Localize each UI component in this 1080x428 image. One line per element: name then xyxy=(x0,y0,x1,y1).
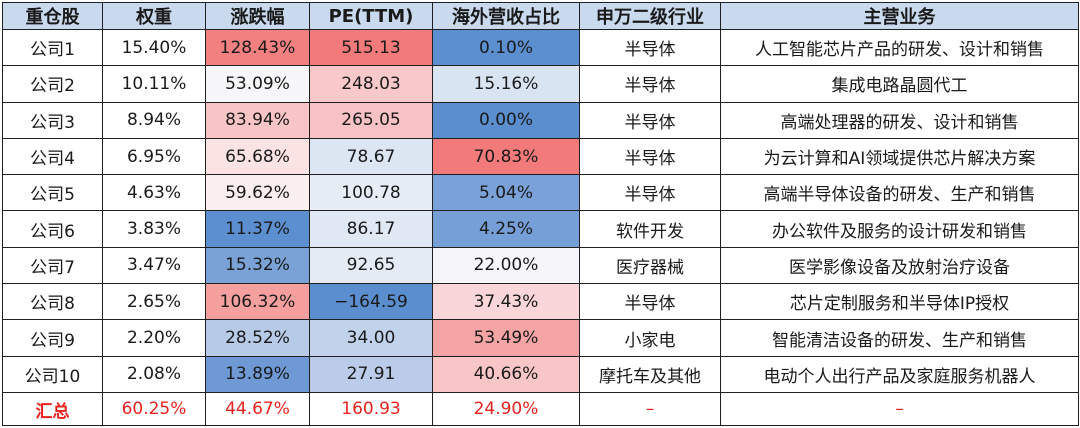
cell-name: 公司1 xyxy=(2,28,103,67)
cell-weight: 3.83% xyxy=(102,210,206,248)
cell-weight: 4.63% xyxy=(102,174,206,212)
cell-business: 高端处理器的研发、设计和销售 xyxy=(720,101,1079,139)
cell-change: 83.94% xyxy=(205,101,310,139)
cell-name: 公司9 xyxy=(2,319,103,357)
cell-industry: 半导体 xyxy=(579,101,721,139)
table-row: 公司6 3.83% 11.37% 86.17 4.25% 软件开发 办公软件及服务的设计研发… xyxy=(2,210,1079,248)
cell-pe: 265.05 xyxy=(309,101,433,139)
cell-business: 医学影像设备及放射治疗设备 xyxy=(720,246,1079,285)
cell-pe: 34.00 xyxy=(309,319,433,357)
cell-overseas: 4.25% xyxy=(432,210,580,248)
table-row: 公司3 8.94% 83.94% 265.05 0.00% 半导体 高端处理器的研发、设计和… xyxy=(2,101,1079,139)
cell-weight: 3.47% xyxy=(102,246,206,285)
cell-industry: 软件开发 xyxy=(579,210,721,248)
cell-weight: 8.94% xyxy=(102,101,206,139)
cell-weight: 2.65% xyxy=(102,283,206,321)
cell-pe: −164.59 xyxy=(309,283,433,321)
header-business: 主营业务 xyxy=(720,2,1079,30)
table-row: 公司5 4.63% 59.62% 100.78 5.04% 半导体 高端半导体设备的研发、生… xyxy=(2,174,1079,212)
header-stock: 重仓股 xyxy=(2,2,103,30)
cell-weight: 6.95% xyxy=(102,137,206,176)
table-row: 公司7 3.47% 15.32% 92.65 22.00% 医疗器械 医学影像设备及放射治疗… xyxy=(2,246,1079,285)
cell-industry: 摩托车及其他 xyxy=(579,355,721,394)
cell-pe: 248.03 xyxy=(309,65,433,103)
cell-overseas: 15.16% xyxy=(432,65,580,103)
table-row: 公司8 2.65% 106.32% −164.59 37.43% 半导体 芯片定制服务和半导… xyxy=(2,283,1079,321)
cell-overseas: 37.43% xyxy=(432,283,580,321)
cell-change: 28.52% xyxy=(205,319,310,357)
cell-pe: 100.78 xyxy=(309,174,433,212)
total-label: 汇总 xyxy=(2,392,103,426)
cell-business: 办公软件及服务的设计研发和销售 xyxy=(720,210,1079,248)
total-row: 汇总 60.25% 44.67% 160.93 24.90% – – xyxy=(2,392,1079,426)
cell-change: 128.43% xyxy=(205,28,310,67)
header-pe: PE(TTM) xyxy=(309,2,433,30)
cell-overseas: 40.66% xyxy=(432,355,580,394)
cell-weight: 10.11% xyxy=(102,65,206,103)
cell-industry: 小家电 xyxy=(579,319,721,357)
cell-change: 65.68% xyxy=(205,137,310,176)
cell-pe: 92.65 xyxy=(309,246,433,285)
cell-business: 高端半导体设备的研发、生产和销售 xyxy=(720,174,1079,212)
total-industry: – xyxy=(579,392,721,426)
header-weight: 权重 xyxy=(102,2,206,30)
total-weight: 60.25% xyxy=(102,392,206,426)
cell-business: 芯片定制服务和半导体IP授权 xyxy=(720,283,1079,321)
total-overseas: 24.90% xyxy=(432,392,580,426)
cell-industry: 半导体 xyxy=(579,283,721,321)
cell-industry: 半导体 xyxy=(579,65,721,103)
table-row: 公司1 15.40% 128.43% 515.13 0.10% 半导体 人工智能芯片产品的研… xyxy=(2,28,1079,67)
cell-overseas: 0.00% xyxy=(432,101,580,139)
cell-overseas: 5.04% xyxy=(432,174,580,212)
table-row: 公司4 6.95% 65.68% 78.67 70.83% 半导体 为云计算和AI领域提供芯… xyxy=(2,137,1079,176)
cell-business: 智能清洁设备的研发、生产和销售 xyxy=(720,319,1079,357)
cell-name: 公司2 xyxy=(2,65,103,103)
cell-name: 公司10 xyxy=(2,355,103,394)
cell-pe: 86.17 xyxy=(309,210,433,248)
header-industry: 申万二级行业 xyxy=(579,2,721,30)
header-overseas: 海外营收占比 xyxy=(432,2,580,30)
table-row: 公司2 10.11% 53.09% 248.03 15.16% 半导体 集成电路晶圆代工 xyxy=(2,65,1079,103)
cell-weight: 15.40% xyxy=(102,28,206,67)
cell-change: 11.37% xyxy=(205,210,310,248)
total-business: – xyxy=(720,392,1079,426)
cell-weight: 2.20% xyxy=(102,319,206,357)
cell-change: 15.32% xyxy=(205,246,310,285)
cell-change: 53.09% xyxy=(205,65,310,103)
cell-business: 为云计算和AI领域提供芯片解决方案 xyxy=(720,137,1079,176)
cell-change: 13.89% xyxy=(205,355,310,394)
cell-industry: 医疗器械 xyxy=(579,246,721,285)
cell-business: 集成电路晶圆代工 xyxy=(720,65,1079,103)
cell-overseas: 70.83% xyxy=(432,137,580,176)
header-change: 涨跌幅 xyxy=(205,2,310,30)
cell-pe: 515.13 xyxy=(309,28,433,67)
cell-business: 电动个人出行产品及家庭服务机器人 xyxy=(720,355,1079,394)
cell-overseas: 53.49% xyxy=(432,319,580,357)
total-pe: 160.93 xyxy=(309,392,433,426)
cell-name: 公司6 xyxy=(2,210,103,248)
cell-business: 人工智能芯片产品的研发、设计和销售 xyxy=(720,28,1079,67)
cell-name: 公司3 xyxy=(2,101,103,139)
cell-name: 公司4 xyxy=(2,137,103,176)
cell-overseas: 0.10% xyxy=(432,28,580,67)
cell-change: 106.32% xyxy=(205,283,310,321)
cell-pe: 27.91 xyxy=(309,355,433,394)
cell-name: 公司5 xyxy=(2,174,103,212)
total-change: 44.67% xyxy=(205,392,310,426)
header-row: 重仓股 权重 涨跌幅 PE(TTM) 海外营收占比 申万二级行业 主营业务 xyxy=(2,2,1079,30)
table-row: 公司10 2.08% 13.89% 27.91 40.66% 摩托车及其他 电动个人出行产品… xyxy=(2,355,1079,394)
cell-pe: 78.67 xyxy=(309,137,433,176)
cell-industry: 半导体 xyxy=(579,137,721,176)
cell-industry: 半导体 xyxy=(579,174,721,212)
cell-overseas: 22.00% xyxy=(432,246,580,285)
cell-name: 公司7 xyxy=(2,246,103,285)
cell-change: 59.62% xyxy=(205,174,310,212)
cell-name: 公司8 xyxy=(2,283,103,321)
table-row: 公司9 2.20% 28.52% 34.00 53.49% 小家电 智能清洁设备的研发、生产… xyxy=(2,319,1079,357)
cell-weight: 2.08% xyxy=(102,355,206,394)
cell-industry: 半导体 xyxy=(579,28,721,67)
